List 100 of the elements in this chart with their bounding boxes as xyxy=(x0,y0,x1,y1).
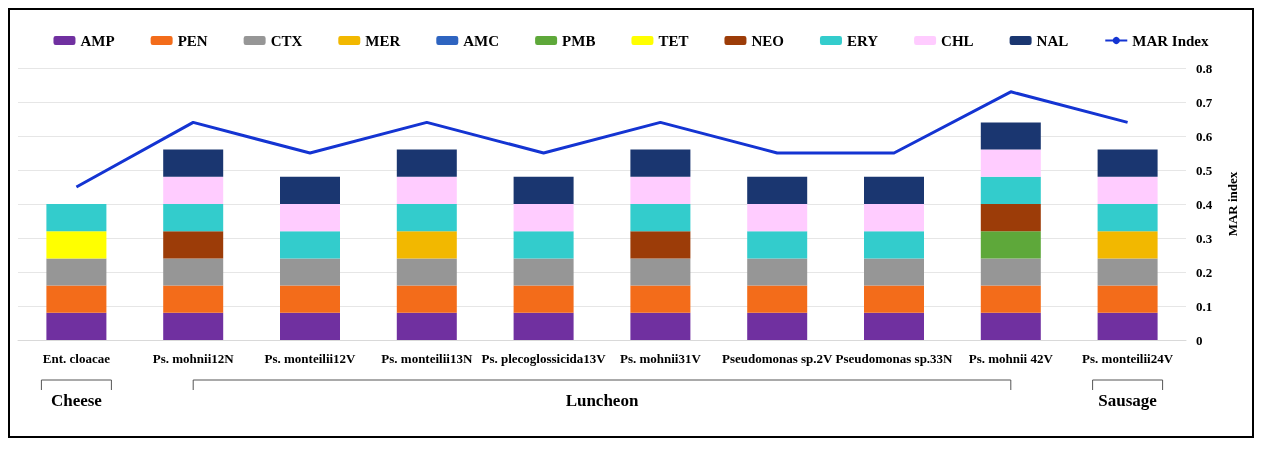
text: Cheese xyxy=(50,390,103,410)
bar xyxy=(980,204,1041,232)
bar xyxy=(630,231,691,259)
bar xyxy=(280,285,340,313)
y-tick-label: 0 xyxy=(1196,332,1203,348)
line-series xyxy=(74,90,1130,189)
bar xyxy=(46,231,107,259)
bar xyxy=(163,285,224,313)
bar xyxy=(980,258,1041,286)
bar xyxy=(46,204,107,232)
y-tick-label: 0.2 xyxy=(1196,264,1213,280)
bar xyxy=(280,204,340,232)
bar xyxy=(747,204,808,232)
bar xyxy=(1097,204,1158,232)
bar xyxy=(1097,285,1158,313)
legend-label: NEO xyxy=(751,32,784,49)
bar xyxy=(1097,312,1158,340)
bar xyxy=(513,312,574,340)
bar xyxy=(747,285,808,313)
y-tick-label: 0.6 xyxy=(1196,128,1213,144)
bar xyxy=(1097,258,1158,286)
legend-label: PEN xyxy=(177,32,208,49)
bar xyxy=(864,176,924,204)
x-tick-label: Ps. monteilii12V xyxy=(264,351,357,366)
bar xyxy=(747,176,808,204)
legend-label: CHL xyxy=(941,32,974,49)
bar xyxy=(980,176,1041,204)
x-tick-label: Ps. mohnii12N xyxy=(152,351,235,366)
bar xyxy=(630,176,691,204)
bar xyxy=(396,176,457,204)
legend-label: CTX xyxy=(270,32,303,49)
legend-label: PMB xyxy=(562,32,596,49)
bar xyxy=(980,285,1041,313)
x-tick-label: Ps. monteilii13N xyxy=(381,351,473,366)
y-tick-label: 0.1 xyxy=(1196,298,1213,314)
x-tick-label: Pseudomonas sp.2V xyxy=(721,351,834,366)
legend-label: AMP xyxy=(80,32,115,49)
bar xyxy=(513,285,574,313)
x-tick-label: Ps. monteilii24V xyxy=(1082,351,1174,366)
bar xyxy=(396,312,457,340)
bar xyxy=(46,258,107,286)
bar xyxy=(396,149,457,177)
bar xyxy=(864,285,924,313)
bar xyxy=(980,149,1041,177)
bar xyxy=(513,258,574,286)
bar xyxy=(513,231,574,259)
x-tick-label: Ps. mohnii 42V xyxy=(968,351,1054,366)
legend-label: TET xyxy=(658,32,689,49)
bar xyxy=(280,176,340,204)
bar xyxy=(1097,231,1158,259)
bar xyxy=(396,285,457,313)
legend-label: ERY xyxy=(846,32,879,49)
bar xyxy=(163,176,224,204)
bar xyxy=(630,285,691,313)
bar xyxy=(1097,149,1158,177)
bar xyxy=(163,149,224,177)
x-tick-label: Ent. cloacae xyxy=(42,351,111,366)
bar xyxy=(630,312,691,340)
bar xyxy=(630,204,691,232)
x-tick-label: Ps. mohnii31V xyxy=(619,351,702,366)
legend-label: MER xyxy=(365,32,401,49)
bar xyxy=(396,204,457,232)
bar xyxy=(747,258,808,286)
bar xyxy=(46,285,107,313)
bar xyxy=(980,312,1041,340)
bar xyxy=(163,231,224,259)
bar xyxy=(513,204,574,232)
bar xyxy=(980,122,1041,150)
bar xyxy=(747,312,808,340)
bar xyxy=(163,204,224,232)
bar xyxy=(747,231,808,259)
y-axis-title: MAR index xyxy=(1225,171,1240,237)
bar xyxy=(1097,176,1158,204)
text: Luncheon xyxy=(565,390,639,410)
bar xyxy=(864,231,924,259)
y-tick-label: 0.3 xyxy=(1196,230,1213,246)
x-tick-label: Ps. plecoglossicida13V xyxy=(481,351,607,366)
bar xyxy=(163,312,224,340)
legend-label: MAR Index xyxy=(1132,32,1210,49)
bar xyxy=(396,231,457,259)
text: Sausage xyxy=(1098,390,1158,410)
bar xyxy=(280,312,340,340)
x-tick-label: Pseudomonas sp.33N xyxy=(835,351,954,366)
bar xyxy=(396,258,457,286)
y-tick-label: 0.5 xyxy=(1196,162,1213,178)
legend-label: NAL xyxy=(1036,32,1069,49)
bar xyxy=(980,231,1041,259)
y-tick-label: 0.8 xyxy=(1196,60,1213,76)
bar xyxy=(630,258,691,286)
bar xyxy=(630,149,691,177)
legend-label: AMC xyxy=(463,32,500,49)
bar xyxy=(280,231,340,259)
bar xyxy=(46,312,107,340)
bar xyxy=(280,258,340,286)
bar xyxy=(864,312,924,340)
y-tick-label: 0.4 xyxy=(1196,196,1213,212)
bar xyxy=(513,176,574,204)
bar xyxy=(163,258,224,286)
bar xyxy=(864,258,924,286)
bar xyxy=(864,204,924,232)
